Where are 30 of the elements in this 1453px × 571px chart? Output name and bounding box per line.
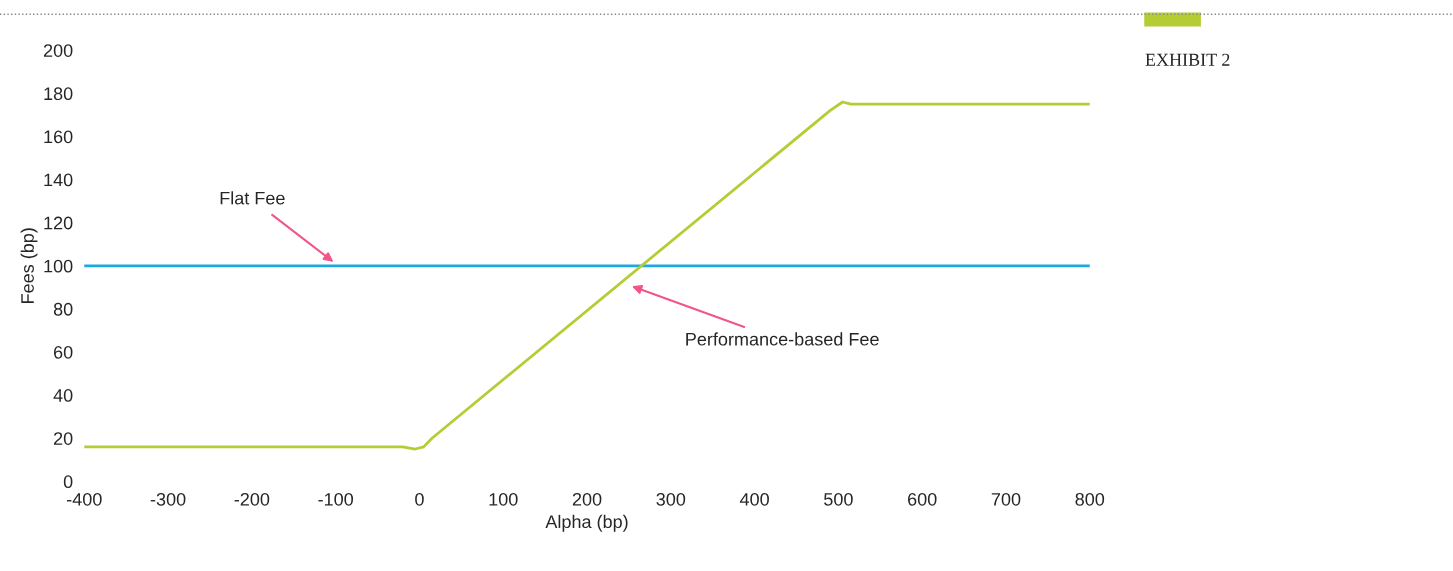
x-tick-label: -400 bbox=[67, 492, 102, 506]
x-tick-label: 200 bbox=[572, 492, 602, 506]
x-axis-title: Alpha (bp) bbox=[545, 514, 628, 532]
x-tick-label: 700 bbox=[991, 492, 1021, 506]
y-tick-label: 180 bbox=[44, 87, 73, 101]
x-tick-label: 500 bbox=[824, 492, 853, 506]
y-axis-title: Fees (bp) bbox=[20, 228, 38, 303]
y-tick-label: 120 bbox=[44, 216, 73, 230]
text: EXHIBIT 2 bbox=[1145, 53, 1230, 66]
x-tick-label: -200 bbox=[234, 492, 270, 506]
x-tick-label: 300 bbox=[656, 492, 686, 506]
y-tick-label: 200 bbox=[43, 44, 73, 57]
x-tick-label: 800 bbox=[1075, 492, 1105, 506]
y-tick-label: 20 bbox=[53, 432, 73, 445]
x-tick-label: 600 bbox=[908, 492, 937, 506]
y-tick-label: 140 bbox=[44, 173, 73, 187]
y-tick-label: 80 bbox=[53, 302, 73, 316]
y-tick-label: 100 bbox=[44, 259, 73, 273]
y-tick-label: 160 bbox=[44, 130, 73, 144]
annotation: Performance-based Fee bbox=[686, 332, 879, 346]
y-tick-label: 60 bbox=[54, 345, 73, 359]
annotation: Flat Fee bbox=[220, 191, 285, 205]
y-tick-label: 0 bbox=[63, 475, 73, 489]
line-series bbox=[84, 100, 1090, 451]
y-tick-label: 40 bbox=[53, 389, 73, 402]
x-tick-label: 0 bbox=[415, 492, 424, 506]
x-tick-label: 100 bbox=[489, 492, 518, 506]
x-tick-label: 400 bbox=[739, 492, 769, 506]
x-tick-label: -300 bbox=[150, 492, 186, 506]
x-tick-label: -100 bbox=[318, 492, 354, 506]
